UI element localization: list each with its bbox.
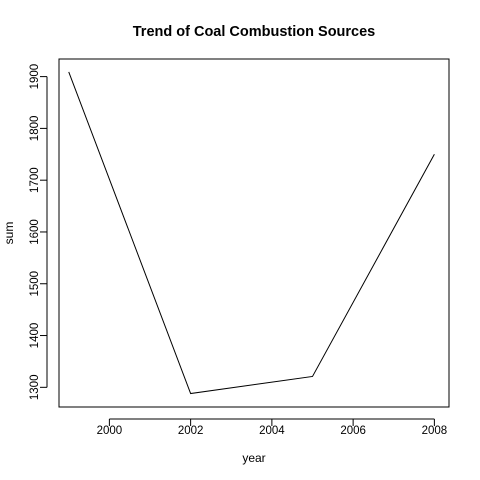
y-tick-label: 1500 <box>29 271 41 297</box>
y-axis-label: sum <box>2 222 16 245</box>
x-axis-label: year <box>242 451 265 465</box>
y-axis: 1300 1400 1500 1600 1700 1800 1900 <box>29 64 48 401</box>
plot-frame <box>58 58 450 408</box>
y-tick-label: 1800 <box>29 116 41 142</box>
x-axis: 2000 2002 2004 2006 2008 <box>97 418 448 437</box>
x-tick-label: 2006 <box>340 425 366 437</box>
x-tick-label: 2000 <box>97 425 123 437</box>
x-tick-label: 2002 <box>178 425 204 437</box>
x-tick-label: 2008 <box>422 425 448 437</box>
y-tick-label: 1900 <box>29 64 41 90</box>
series-line <box>68 71 435 395</box>
x-tick-label: 2004 <box>259 425 285 437</box>
chart-title: Trend of Coal Combustion Sources <box>133 24 376 40</box>
y-tick-label: 1600 <box>29 219 41 245</box>
series-layer <box>68 71 435 395</box>
y-tick-label: 1300 <box>29 375 41 401</box>
y-tick-label: 1700 <box>29 167 41 193</box>
y-tick-label: 1400 <box>29 323 41 349</box>
